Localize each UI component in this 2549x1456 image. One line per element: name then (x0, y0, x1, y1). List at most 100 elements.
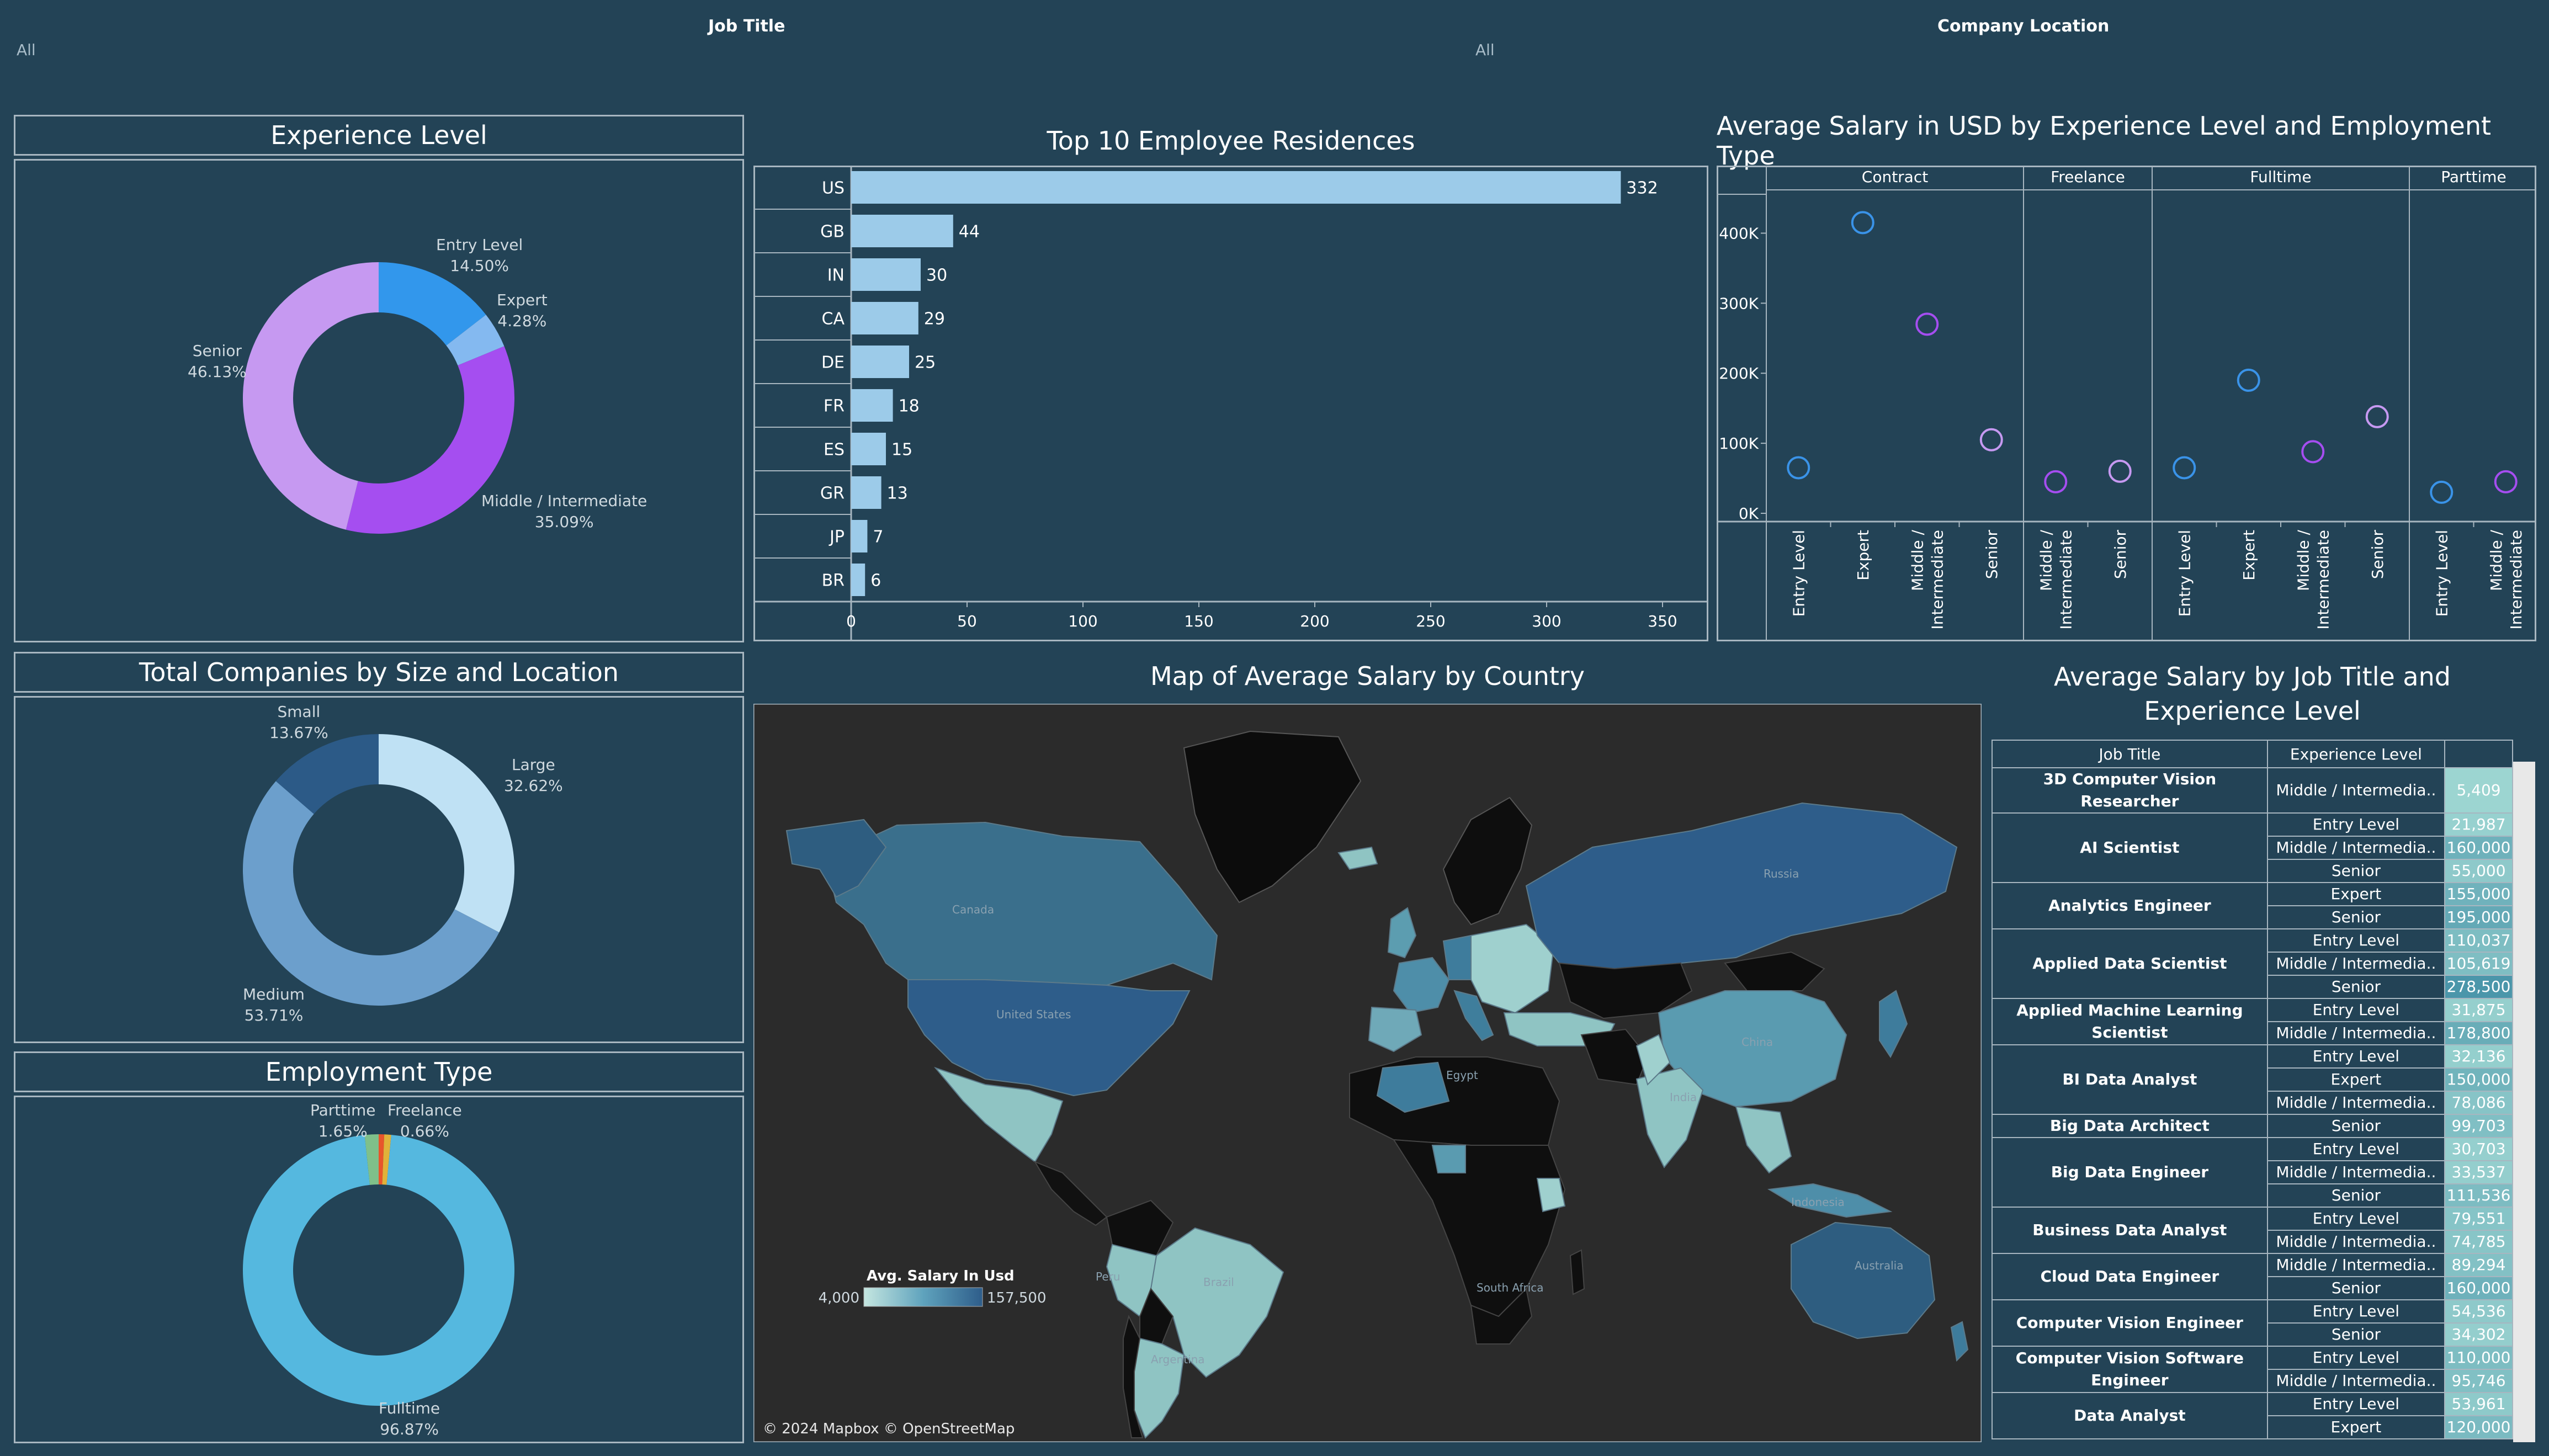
y-tick-0K: 0K (1739, 504, 1759, 523)
svg-text:Middle /: Middle / (2037, 529, 2055, 591)
svg-text:Australia: Australia (1855, 1259, 1903, 1272)
nigeria-shape (1431, 1145, 1466, 1173)
scandinavia-shape (1442, 796, 1533, 926)
salary-value-cell: 34,302 (2444, 1322, 2513, 1347)
svg-text:Entry Level: Entry Level (2433, 530, 2451, 617)
svg-text:Intermediate: Intermediate (2314, 530, 2332, 630)
y-tick-100K: 100K (1719, 434, 1759, 453)
entry-level-label: Entry Level 14.50% (436, 236, 523, 275)
mongolia-shape (1724, 951, 1825, 991)
job-title-cell: Applied Machine Learning Scientist (1992, 998, 2268, 1045)
map-legend-min: 4,000 (819, 1290, 859, 1306)
experience-level-cell: Senior (2266, 1183, 2446, 1208)
table-row: Middle / Intermedia.. 95,746 (1992, 1369, 2513, 1393)
group-header-Fulltime: Fulltime (2250, 168, 2311, 186)
svg-text:Entry Level: Entry Level (1789, 530, 1808, 617)
salary-value-cell: 31,875 (2444, 998, 2513, 1022)
point-Parttime-Middle-Intermediate (2494, 470, 2518, 493)
point-Contract-Expert (1851, 211, 1874, 235)
svg-text:Russia: Russia (1764, 867, 1799, 880)
experience-level-cell: Senior (2266, 905, 2446, 929)
experience-level-donut (243, 262, 514, 534)
employment-slice-contract (382, 1134, 391, 1185)
map-title: Map of Average Salary by Country (1150, 661, 1585, 691)
bar-DE (851, 346, 909, 378)
eastern-europe-shape (1470, 923, 1555, 1014)
table-row: Business Data Analyst Entry Level 79,551 (1992, 1207, 2513, 1254)
greenland-shape (1183, 730, 1362, 904)
central-america-shape (1033, 1160, 1108, 1226)
job-title-cell: BI Data Analyst (1992, 1044, 2268, 1115)
salary-value-cell: 160,000 (2444, 836, 2513, 860)
table-row: Data Analyst Entry Level 53,961 (1992, 1392, 2513, 1439)
salary-value-cell: 178,800 (2444, 1021, 2513, 1045)
experience-level-cell: Middle / Intermedia.. (2266, 1369, 2446, 1393)
experience-level-cell: Middle / Intermedia.. (2266, 1230, 2446, 1254)
svg-text:Senior: Senior (1983, 530, 2001, 580)
company-size-donut (243, 734, 514, 1006)
svg-text:Brazil: Brazil (1203, 1276, 1234, 1289)
france-shape (1393, 957, 1450, 1014)
svg-text:Intermediate: Intermediate (1928, 530, 1946, 630)
map-credit[interactable]: © 2024 Mapbox © OpenStreetMap (763, 1421, 1015, 1437)
table-scrollbar[interactable] (2513, 762, 2535, 1442)
algeria-shape (1376, 1061, 1450, 1113)
salary-value-cell: 105,619 (2444, 952, 2513, 976)
svg-text:Senior: Senior (2111, 530, 2130, 580)
bar-label-JP: JP (829, 528, 845, 547)
experience-level-cell: Middle / Intermedia.. (2266, 1253, 2446, 1277)
salary-value-cell: 5,409 (2444, 767, 2513, 814)
experience-level-cell: Middle / Intermedia.. (2266, 952, 2446, 976)
table-row: Middle / Intermedia.. 105,619 (1992, 952, 2513, 976)
experience-level-cell: Middle / Intermedia.. (2266, 1021, 2446, 1045)
table-row: 3D Computer Vision Researcher Middle / In… (1992, 767, 2513, 814)
job-title-cell: 3D Computer Vision Researcher (1992, 767, 2268, 814)
experience-level-cell: Expert (2266, 1067, 2446, 1092)
salary-value-cell: 195,000 (2444, 905, 2513, 929)
table-row: Expert 120,000 (1992, 1415, 2513, 1439)
bar-value-GB: 44 (959, 222, 980, 242)
bar-value-IN: 30 (926, 266, 947, 285)
japan-shape (1879, 990, 1908, 1058)
bar-BR (851, 564, 865, 596)
table-row: Applied Machine Learning Scientist Entry … (1992, 998, 2513, 1045)
table-row: Cloud Data Engineer Middle / Intermedia..… (1992, 1253, 2513, 1300)
x-tick-100: 100 (1068, 612, 1097, 630)
svg-text:South Africa: South Africa (1477, 1281, 1544, 1294)
x-tick-250: 250 (1416, 612, 1445, 630)
mexico-shape (933, 1066, 1064, 1163)
salary-value-cell: 33,537 (2444, 1160, 2513, 1184)
table-header-1[interactable]: Experience Level (2266, 740, 2446, 768)
usa-shape (907, 979, 1191, 1097)
salary-value-cell: 110,037 (2444, 928, 2513, 953)
x-label-Freelance-1: Senior (2111, 530, 2130, 580)
table-row: Senior 55,000 (1992, 859, 2513, 883)
bar-value-FR: 18 (899, 397, 920, 416)
x-tick-300: 300 (1532, 612, 1561, 630)
table-header-2[interactable] (2444, 740, 2513, 768)
employment-slice-parttime (364, 1134, 379, 1185)
bar-value-US: 332 (1626, 179, 1658, 198)
point-Parttime-Entry-Level (2430, 480, 2454, 504)
table-header-0[interactable]: Job Title (1992, 740, 2268, 768)
x-label-Fulltime-1: Expert (2240, 530, 2258, 581)
job-title-cell: Big Data Architect (1992, 1114, 2268, 1138)
bar-value-BR: 6 (870, 571, 881, 591)
world-map[interactable]: Canada United States Russia China Egypt … (753, 704, 1982, 1442)
chile-shape (1123, 1315, 1144, 1438)
x-label-Contract-0: Entry Level (1789, 530, 1808, 617)
company-location-filter-dropdown[interactable]: All (1475, 41, 1495, 59)
middle-intermediate-label: Middle / Intermediate 35.09% (481, 492, 647, 531)
job-title-cell: Business Data Analyst (1992, 1207, 2268, 1254)
table-row: Big Data Architect Senior 99,703 (1992, 1114, 2513, 1138)
experience-level-cell: Entry Level (2266, 928, 2446, 953)
job-title-filter-dropdown[interactable]: All (17, 41, 36, 59)
table-row: Senior 195,000 (1992, 905, 2513, 929)
experience-level-cell: Senior (2266, 859, 2446, 883)
bar-label-IN: IN (827, 266, 845, 285)
experience-level-cell: Expert (2266, 1415, 2446, 1439)
bar-ES (851, 433, 886, 465)
salary-value-cell: 89,294 (2444, 1253, 2513, 1277)
svg-text:Indonesia: Indonesia (1791, 1195, 1845, 1209)
bar-label-ES: ES (824, 440, 845, 460)
